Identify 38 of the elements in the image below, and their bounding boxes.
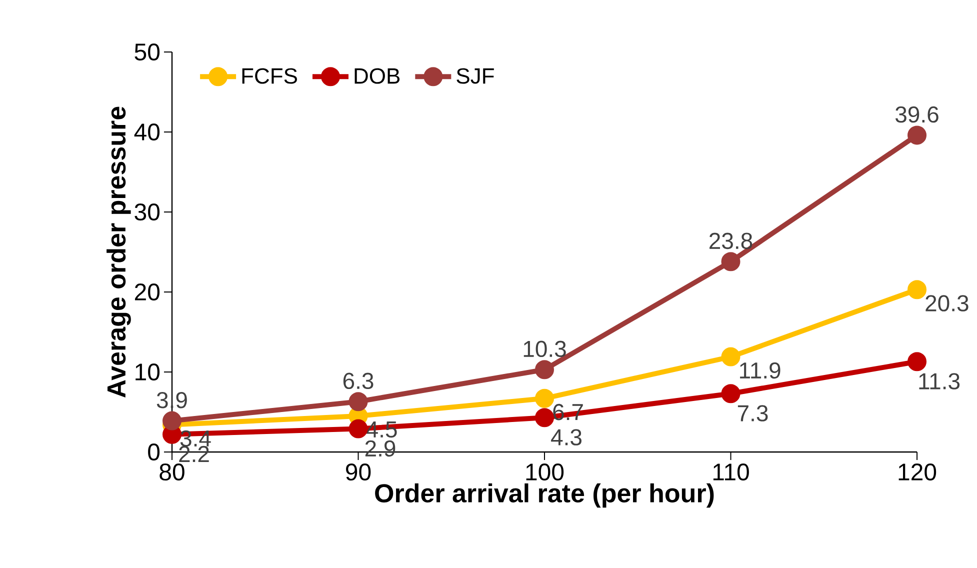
y-tick-label: 50 bbox=[134, 44, 160, 60]
legend-label: SJF bbox=[456, 68, 494, 84]
x-tick-label: 120 bbox=[898, 464, 936, 481]
point bbox=[348, 419, 368, 438]
point bbox=[721, 347, 740, 366]
y-tick-label: 20 bbox=[134, 284, 160, 300]
data-label: 23.8 bbox=[710, 232, 752, 250]
data-label: 4.5 bbox=[366, 422, 397, 438]
data-label: 4.3 bbox=[551, 429, 582, 446]
point bbox=[908, 126, 927, 145]
x-axis-title: Order arrival rate (per hour) bbox=[375, 483, 714, 508]
x-tick-label: 100 bbox=[526, 464, 564, 481]
point bbox=[348, 392, 368, 412]
y-tick-label: 40 bbox=[134, 124, 160, 140]
x-tick-label: 110 bbox=[713, 464, 749, 481]
x-tick-label: 80 bbox=[160, 464, 184, 481]
data-label: 7.3 bbox=[738, 405, 768, 422]
data-label: 6.3 bbox=[343, 372, 374, 390]
point bbox=[721, 384, 740, 404]
data-label: 20.3 bbox=[926, 295, 968, 312]
data-label: 11.9 bbox=[740, 362, 780, 379]
point bbox=[721, 252, 740, 272]
y-tick-label: 30 bbox=[134, 204, 160, 220]
point bbox=[535, 408, 554, 428]
y-tick-label: 10 bbox=[136, 364, 160, 380]
point bbox=[535, 360, 554, 380]
data-label: 39.6 bbox=[896, 106, 938, 123]
point bbox=[908, 280, 927, 300]
point bbox=[162, 411, 182, 430]
y-axis-title: Average order pressure bbox=[106, 106, 131, 398]
point bbox=[535, 388, 554, 408]
y-tick-label: 0 bbox=[148, 444, 160, 460]
data-label: 10.3 bbox=[524, 340, 566, 358]
legend-label: DOB bbox=[354, 68, 400, 84]
x-tick-label: 90 bbox=[346, 464, 371, 481]
point bbox=[908, 352, 927, 372]
data-label: 11.3 bbox=[919, 373, 960, 390]
legend-label: FCFS bbox=[242, 68, 297, 84]
